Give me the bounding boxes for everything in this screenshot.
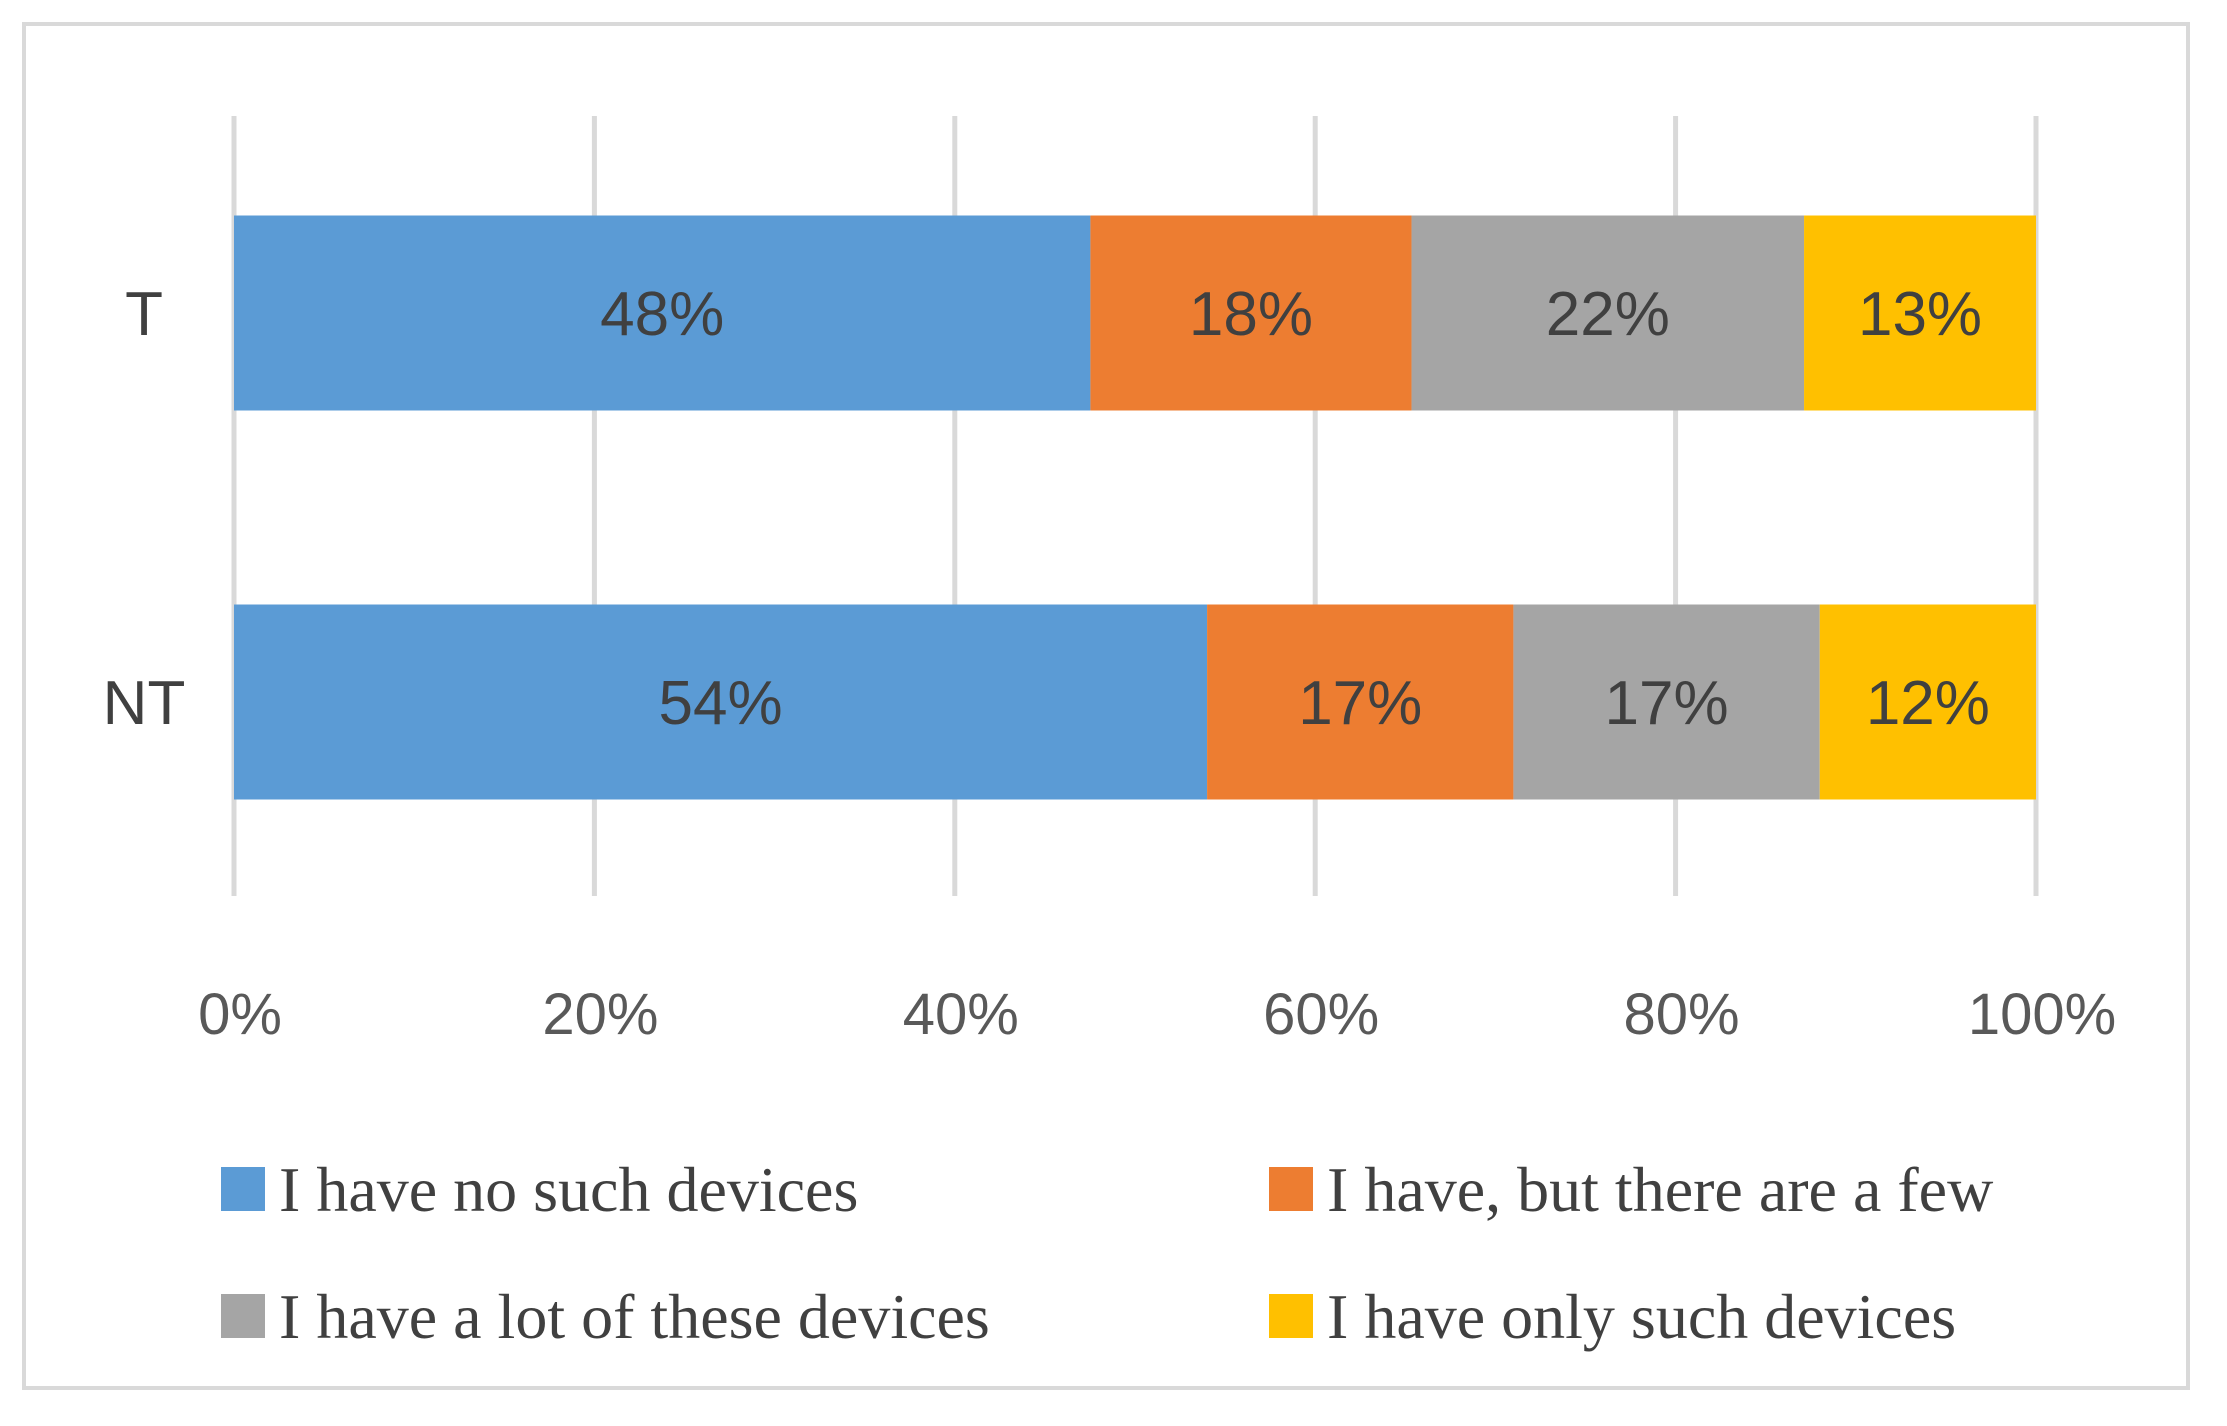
bar-segment <box>1804 215 2036 411</box>
bar-segment <box>1411 215 1805 411</box>
category-label: T <box>125 280 163 349</box>
x-tick-label: 60% <box>1263 982 1379 1047</box>
legend-swatch <box>1269 1294 1313 1338</box>
bars <box>234 215 2036 800</box>
bar-segment <box>1090 215 1412 411</box>
legend-label: I have a lot of these devices <box>279 1281 990 1352</box>
data-label: 22% <box>1546 280 1670 349</box>
legend-swatch <box>1269 1167 1313 1211</box>
legend: I have no such devices I have, but there … <box>221 1154 1993 1352</box>
legend-label: I have no such devices <box>279 1154 858 1225</box>
bar-segment <box>234 604 1208 800</box>
legend-swatch <box>221 1167 265 1211</box>
x-tick-label: 80% <box>1624 982 1740 1047</box>
data-label: 12% <box>1866 669 1990 738</box>
x-tick-label: 0% <box>198 982 282 1047</box>
bar-segment <box>1819 604 2036 800</box>
category-label: NT <box>103 669 186 738</box>
data-label: 17% <box>1605 669 1729 738</box>
x-axis-ticks: 0% 20% 40% 60% 80% 100% <box>198 982 2116 1047</box>
data-label: 18% <box>1189 280 1313 349</box>
stacked-bar-chart: 48% 18% 22% 13% 54% 17% 17% 12% 0% 20% 40% 60% 80% 1… <box>103 116 2116 1352</box>
data-label: 48% <box>600 280 724 349</box>
x-tick-label: 40% <box>903 982 1019 1047</box>
data-labels: 48% 18% 22% 13% 54% 17% 17% 12% <box>600 280 1990 738</box>
data-label: 54% <box>658 669 782 738</box>
bar-segment <box>1207 604 1514 800</box>
legend-swatch <box>221 1294 265 1338</box>
data-label: 13% <box>1858 280 1982 349</box>
legend-label: I have, but there are a few <box>1327 1154 1993 1225</box>
bar-segment <box>234 215 1091 411</box>
data-label: 17% <box>1298 669 1422 738</box>
bar-segment <box>1513 604 1820 800</box>
x-tick-label: 20% <box>542 982 658 1047</box>
y-axis-categories: T NT <box>103 280 186 738</box>
legend-label: I have only such devices <box>1327 1281 1956 1352</box>
x-tick-label: 100% <box>1968 982 2116 1047</box>
chart-frame: 48% 18% 22% 13% 54% 17% 17% 12% 0% 20% 40% 60% 80% 1… <box>22 22 2190 1390</box>
